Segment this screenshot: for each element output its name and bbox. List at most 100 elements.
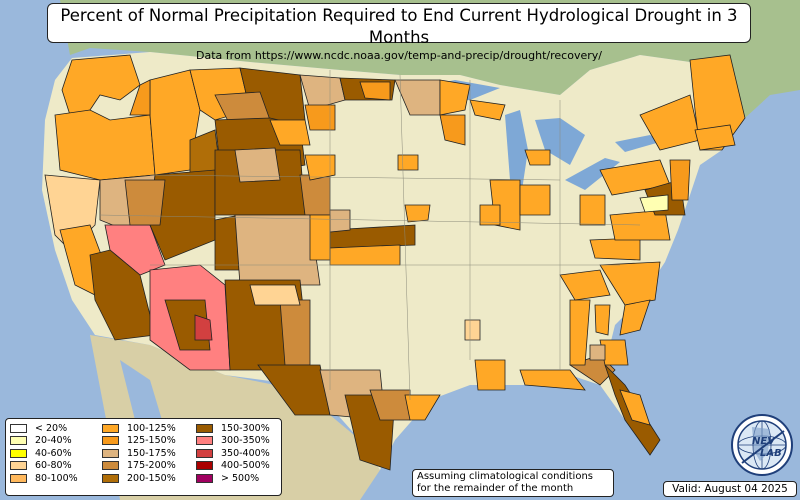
region-colorado-se xyxy=(309,214,331,261)
legend-label: 100-125% xyxy=(127,422,176,434)
legend-swatch xyxy=(102,436,119,445)
legend-swatch xyxy=(102,473,119,483)
title-box: Percent of Normal Precipitation Required… xyxy=(47,3,751,62)
legend-item: 125-150% xyxy=(102,435,192,447)
legend-swatch xyxy=(196,448,213,458)
region-florida-mid xyxy=(619,389,651,426)
legend-swatch xyxy=(102,461,119,470)
region-sc-coast xyxy=(619,299,651,336)
region-colorado-n xyxy=(234,147,281,183)
legend-label: 400-500% xyxy=(221,460,270,471)
legend-col-3: 150-300% 300-350% 350-400% 400-500% > 50… xyxy=(196,422,286,485)
legend-swatch xyxy=(10,448,27,458)
legend-item: 40-60% xyxy=(10,447,100,459)
map-title: Percent of Normal Precipitation Required… xyxy=(60,6,738,47)
region-kansas-e xyxy=(329,209,351,233)
legend-swatch xyxy=(196,473,213,483)
region-ohio xyxy=(579,194,606,226)
region-missouri xyxy=(404,204,431,223)
region-arizona-red xyxy=(194,314,213,341)
legend: < 20% 20-40% 40-60% 60-80% 80-100% 100-1… xyxy=(5,418,282,496)
legend-item: > 500% xyxy=(196,472,286,484)
region-nd-orange xyxy=(359,81,391,101)
legend-label: 60-80% xyxy=(35,460,72,471)
region-georgia xyxy=(594,304,611,336)
legend-swatch xyxy=(102,448,119,458)
region-new-england xyxy=(689,54,746,151)
region-pacific-nw xyxy=(61,54,141,116)
note-line-2: for the remainder of the month xyxy=(417,482,574,494)
logo-text-bottom: LAB xyxy=(760,448,782,459)
region-tennessee xyxy=(559,269,611,301)
region-colorado-e xyxy=(299,174,331,216)
region-arkansas xyxy=(464,319,481,341)
legend-label: 150-175% xyxy=(127,447,176,459)
state-boundaries xyxy=(99,70,641,401)
assumption-note: Assuming climatological conditions for t… xyxy=(412,469,614,497)
legend-col-1: < 20% 20-40% 40-60% 60-80% 80-100% xyxy=(10,422,100,485)
logo-text-top: NEV xyxy=(752,436,776,447)
legend-swatch xyxy=(196,436,213,445)
region-utah-mid xyxy=(124,179,166,226)
legend-label: 40-60% xyxy=(35,447,72,459)
region-wyoming-ne xyxy=(269,119,311,146)
region-south-dakota-east xyxy=(397,154,419,171)
region-delaware xyxy=(639,194,669,213)
legend-swatch xyxy=(102,423,119,433)
region-nebraska-n xyxy=(304,154,336,181)
legend-swatch xyxy=(10,473,27,483)
region-carolinas xyxy=(599,261,661,306)
legend-swatch xyxy=(10,461,27,470)
legend-item: 80-100% xyxy=(10,472,100,484)
region-iowa xyxy=(479,204,501,226)
region-texas-coast xyxy=(404,394,441,421)
legend-label: 20-40% xyxy=(35,435,72,446)
drought-regions xyxy=(44,54,746,471)
legend-label: 175-200% xyxy=(127,460,176,471)
legend-item: 20-40% xyxy=(10,435,100,447)
region-nm-se xyxy=(249,284,301,306)
legend-swatch xyxy=(10,436,27,445)
legend-label: > 500% xyxy=(221,472,260,484)
legend-label: 300-350% xyxy=(221,435,270,446)
legend-item: 400-500% xyxy=(196,460,286,472)
region-oregon xyxy=(54,109,156,181)
map-subtitle: Data from https://www.ncdc.noaa.gov/temp… xyxy=(196,49,602,62)
region-louisiana xyxy=(474,359,506,391)
nevlab-logo-icon: NEV LAB xyxy=(731,414,793,476)
legend-label: 125-150% xyxy=(127,435,176,446)
legend-label: 200-150% xyxy=(127,472,176,484)
region-georgia-mid xyxy=(589,344,606,361)
region-massachusetts xyxy=(694,124,736,151)
legend-swatch xyxy=(196,423,213,433)
legend-item: 350-400% xyxy=(196,447,286,459)
legend-item: 100-125% xyxy=(102,422,192,434)
legend-swatch xyxy=(196,461,213,470)
region-alabama xyxy=(569,299,591,366)
region-indiana xyxy=(519,184,551,216)
note-line-1: Assuming climatological conditions xyxy=(417,471,593,482)
legend-item: 150-175% xyxy=(102,447,192,459)
legend-item: 300-350% xyxy=(196,435,286,447)
region-new-mexico xyxy=(234,214,321,286)
region-new-jersey xyxy=(669,159,691,201)
legend-item: < 20% xyxy=(10,422,100,434)
region-mississippi-coast xyxy=(519,369,586,391)
legend-label: < 20% xyxy=(35,422,68,434)
region-michigan-lower xyxy=(524,149,551,166)
legend-label: 150-300% xyxy=(221,422,270,434)
region-minnesota-ne xyxy=(439,79,471,116)
region-kansas xyxy=(329,244,401,266)
legend-item: 200-150% xyxy=(102,472,192,484)
legend-item: 150-300% xyxy=(196,422,286,434)
region-michigan-up xyxy=(469,99,506,121)
region-nm-east xyxy=(279,299,311,366)
region-kentucky xyxy=(589,237,641,261)
valid-date: Valid: August 04 2025 xyxy=(663,481,797,497)
legend-label: 350-400% xyxy=(221,447,270,459)
legend-item: 60-80% xyxy=(10,460,100,472)
legend-swatch xyxy=(10,423,27,433)
legend-label: 80-100% xyxy=(35,472,78,484)
legend-item: 175-200% xyxy=(102,460,192,472)
